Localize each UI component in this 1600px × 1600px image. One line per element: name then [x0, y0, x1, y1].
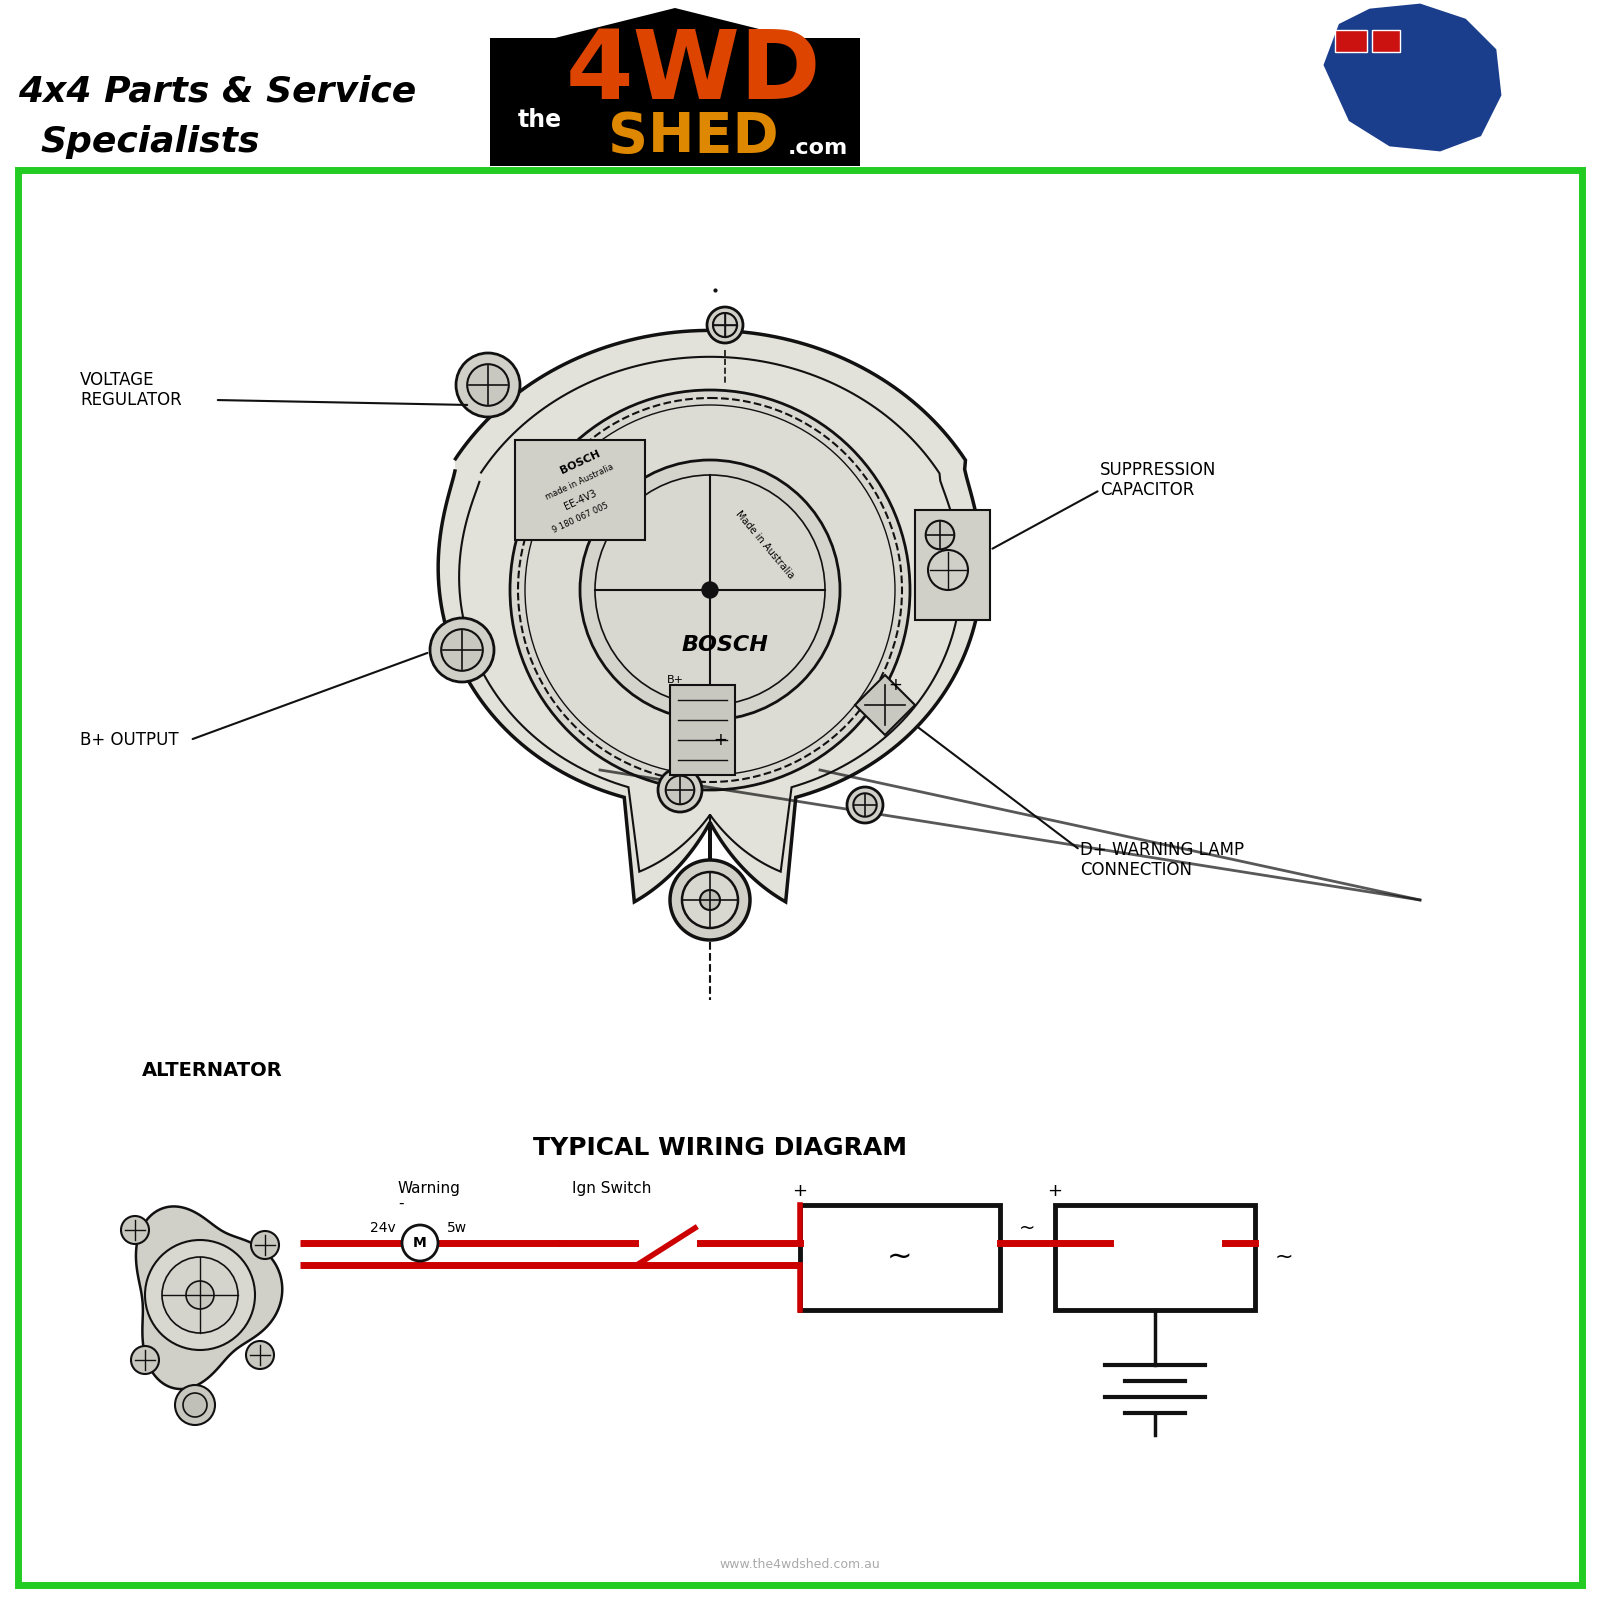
Circle shape	[182, 1394, 206, 1418]
Circle shape	[853, 794, 877, 816]
Circle shape	[701, 890, 720, 910]
Text: ALTERNATOR: ALTERNATOR	[142, 1061, 283, 1080]
Circle shape	[174, 1386, 214, 1426]
Circle shape	[714, 314, 736, 336]
Text: EE-4V3: EE-4V3	[562, 488, 598, 512]
Circle shape	[707, 307, 742, 342]
Circle shape	[928, 550, 968, 590]
Text: Warning: Warning	[398, 1181, 461, 1195]
Circle shape	[186, 1282, 214, 1309]
Text: VOLTAGE
REGULATOR: VOLTAGE REGULATOR	[80, 371, 182, 410]
Text: SUPPRESSION
CAPACITOR: SUPPRESSION CAPACITOR	[1101, 461, 1216, 499]
Text: M: M	[413, 1235, 427, 1250]
Bar	[1054, 1205, 1254, 1310]
Text: -: -	[398, 1195, 403, 1211]
Circle shape	[131, 1346, 158, 1374]
Circle shape	[122, 1216, 149, 1245]
Circle shape	[442, 629, 483, 670]
Bar	[1373, 30, 1400, 51]
Text: +: +	[1048, 1182, 1062, 1200]
Text: Ign Switch: Ign Switch	[573, 1181, 651, 1195]
Text: .com: .com	[787, 138, 848, 158]
Circle shape	[670, 861, 750, 939]
Text: SHED: SHED	[608, 110, 779, 165]
Circle shape	[579, 461, 840, 720]
Circle shape	[246, 1341, 274, 1370]
Circle shape	[926, 520, 954, 549]
Circle shape	[918, 514, 962, 557]
Bar	[490, 38, 861, 166]
Bar	[670, 685, 734, 774]
Circle shape	[702, 582, 718, 598]
Circle shape	[430, 618, 494, 682]
Text: www.the4wdshed.com.au: www.the4wdshed.com.au	[720, 1558, 880, 1571]
Circle shape	[146, 1240, 254, 1350]
Polygon shape	[136, 1206, 282, 1389]
Circle shape	[251, 1230, 278, 1259]
Circle shape	[682, 872, 738, 928]
Circle shape	[402, 1226, 438, 1261]
Text: TYPICAL WIRING DIAGRAM: TYPICAL WIRING DIAGRAM	[533, 1136, 907, 1160]
Text: Specialists: Specialists	[40, 125, 259, 158]
Text: +: +	[888, 675, 902, 694]
Circle shape	[666, 776, 694, 805]
Bar	[915, 510, 990, 619]
Circle shape	[846, 787, 883, 822]
Text: +: +	[714, 731, 726, 749]
Text: made in Australia: made in Australia	[544, 462, 616, 502]
Text: B+ OUTPUT: B+ OUTPUT	[80, 731, 179, 749]
Text: B+: B+	[667, 675, 683, 685]
Polygon shape	[854, 675, 915, 734]
Circle shape	[658, 768, 702, 813]
Circle shape	[595, 475, 826, 706]
Text: 4x4 Parts & Service: 4x4 Parts & Service	[18, 75, 416, 109]
Text: the: the	[518, 109, 562, 133]
Text: ~: ~	[1275, 1246, 1294, 1267]
Text: BOSCH: BOSCH	[558, 448, 602, 475]
Text: Made in Australia: Made in Australia	[734, 509, 797, 581]
Text: D+ WARNING LAMP
CONNECTION: D+ WARNING LAMP CONNECTION	[1080, 840, 1245, 880]
Polygon shape	[494, 8, 854, 53]
Text: BOSCH: BOSCH	[682, 635, 768, 654]
Bar	[800, 1205, 1000, 1310]
Circle shape	[714, 314, 738, 338]
Text: 9 180 067 005: 9 180 067 005	[550, 501, 610, 534]
Circle shape	[162, 1258, 238, 1333]
Circle shape	[510, 390, 910, 790]
Bar	[1334, 30, 1366, 51]
Circle shape	[456, 354, 520, 418]
Text: ~: ~	[888, 1243, 912, 1272]
Bar	[515, 440, 645, 541]
Circle shape	[467, 365, 509, 406]
Text: +: +	[792, 1182, 808, 1200]
Text: 4WD: 4WD	[566, 26, 821, 118]
Polygon shape	[1325, 5, 1501, 150]
Text: 5w: 5w	[446, 1221, 467, 1235]
Circle shape	[525, 405, 894, 774]
Bar	[18, 170, 1582, 1586]
Text: ~: ~	[1019, 1219, 1035, 1237]
Text: 24v: 24v	[370, 1221, 395, 1235]
